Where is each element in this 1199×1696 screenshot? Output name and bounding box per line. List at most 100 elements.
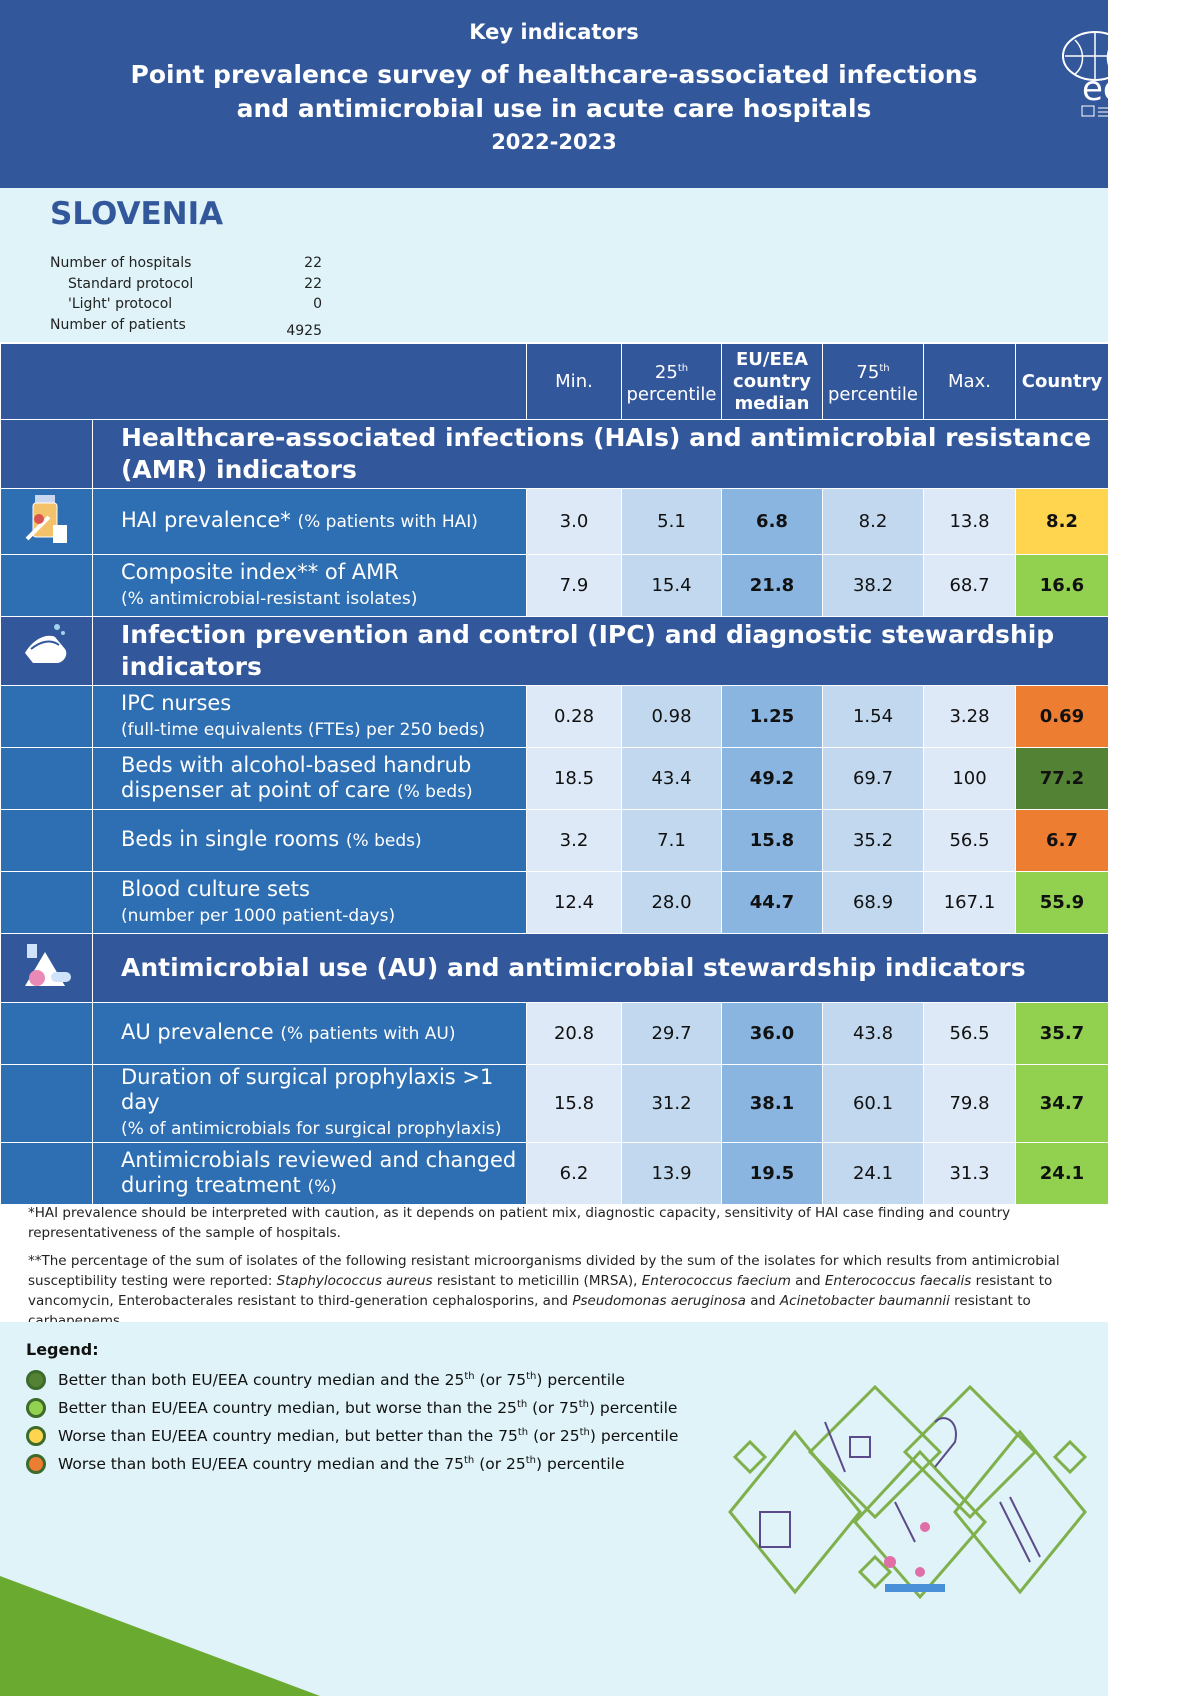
median-l2: country xyxy=(733,370,811,392)
country-value-cell: 6.7 xyxy=(1015,809,1109,872)
value-cell: 31.2 xyxy=(621,1064,722,1143)
fn-species: Enterococcus faecalis xyxy=(824,1273,972,1289)
col-max: Max. xyxy=(923,343,1016,420)
value-cell: 29.7 xyxy=(621,1002,722,1065)
title-line-2: and antimicrobial use in acute care hosp… xyxy=(236,94,872,123)
stat-value: 22 xyxy=(304,255,322,271)
median-l3: median xyxy=(734,392,810,414)
indicator-label: Antimicrobials reviewed and changed xyxy=(121,1147,517,1172)
value-cell: 38.2 xyxy=(822,554,924,617)
indicator-unit: (% patients with AU) xyxy=(280,1024,456,1044)
legend-swatch-icon xyxy=(26,1370,46,1390)
value-cell: 18.5 xyxy=(526,747,622,810)
indicator-label: Composite index** of AMR xyxy=(121,559,399,584)
indicator-unit: (number per 1000 patient-days) xyxy=(121,905,396,926)
value-cell: 38.1 xyxy=(721,1064,823,1143)
value-cell: 35.2 xyxy=(822,809,924,872)
icon-cell xyxy=(0,685,93,748)
icon-cell xyxy=(0,1064,93,1143)
indicator-label: Blood culture sets xyxy=(121,876,310,901)
country-value-cell: 16.6 xyxy=(1015,554,1109,617)
indicator-label: IPC nurses xyxy=(121,690,232,715)
p75-label: percentile xyxy=(827,383,919,405)
value-cell: 1.25 xyxy=(721,685,823,748)
indicator-cell: Beds in single rooms (% beds) xyxy=(92,809,527,872)
value-cell: 15.4 xyxy=(621,554,722,617)
value-cell: 1.54 xyxy=(822,685,924,748)
stat-label: Number of patients xyxy=(50,316,186,333)
indicator-label-2: during treatment xyxy=(121,1172,301,1197)
fn-text: resistant to meticillin (MRSA), xyxy=(432,1273,642,1289)
indicator-cell: Blood culture sets (number per 1000 patie… xyxy=(92,871,527,934)
p25-num: 25 xyxy=(654,361,678,383)
country-value-cell: 55.9 xyxy=(1015,871,1109,934)
value-cell: 3.2 xyxy=(526,809,622,872)
indicator-unit: (% beds) xyxy=(396,781,473,802)
kicker: Key indicators xyxy=(469,20,639,44)
health-illustration xyxy=(728,1384,1088,1600)
p25-label: percentile xyxy=(626,383,717,405)
icon-cell xyxy=(0,809,93,872)
green-corner-decoration xyxy=(0,1576,320,1696)
value-cell: 7.1 xyxy=(621,809,722,872)
indicator-label: Beds in single rooms xyxy=(121,827,340,851)
legend-item: Better than both EU/EEA country median a… xyxy=(26,1370,625,1390)
table-row: IPC nurses (full-time equivalents (FTEs) … xyxy=(0,685,1109,748)
indicator-label: Beds with alcohol-based handrub xyxy=(121,752,472,777)
legend-text: Better than both EU/EEA country median a… xyxy=(58,1370,625,1390)
value-cell: 68.7 xyxy=(923,554,1016,617)
indicator-unit: (% of antimicrobials for surgical prophy… xyxy=(121,1119,502,1139)
icon-cell xyxy=(0,747,93,810)
legend-text: Worse than EU/EEA country median, but be… xyxy=(58,1426,679,1446)
fn-text: and xyxy=(790,1273,825,1289)
indicator-label-2: dispenser at point of care xyxy=(121,777,391,802)
section-header: Antimicrobial use (AU) and antimicrobial… xyxy=(0,933,1109,1003)
country-value-cell: 35.7 xyxy=(1015,1002,1109,1065)
section-header: Infection prevention and control (IPC) a… xyxy=(0,616,1109,686)
indicator-unit: (%) xyxy=(307,1176,337,1197)
country-band xyxy=(0,188,1108,342)
table-row: Blood culture sets (number per 1000 patie… xyxy=(0,871,1109,934)
country-value-cell: 24.1 xyxy=(1015,1142,1109,1205)
section-icon-cell xyxy=(0,616,93,686)
header-blank xyxy=(0,343,527,420)
stat-row: 'Light' protocol 0 xyxy=(50,296,322,317)
value-cell: 68.9 xyxy=(822,871,924,934)
medicine-icon xyxy=(17,495,77,554)
indicator-cell: Antimicrobials reviewed and changed durin… xyxy=(92,1142,527,1205)
value-cell: 19.5 xyxy=(721,1142,823,1205)
value-cell: 69.7 xyxy=(822,747,924,810)
legend-swatch-icon xyxy=(26,1398,46,1418)
value-cell: 43.8 xyxy=(822,1002,924,1065)
value-cell: 15.8 xyxy=(526,1064,622,1143)
table-row: Beds in single rooms (% beds) 3.2 7.1 15.8 3… xyxy=(0,809,1109,872)
value-cell: 3.28 xyxy=(923,685,1016,748)
indicator-unit: (% beds) xyxy=(345,831,422,851)
svg-text:ecdc: ecdc xyxy=(1082,69,1162,109)
handwashing-icon xyxy=(17,623,77,684)
table-row: HAI prevalence* (% patients with HAI) 3.0… xyxy=(0,488,1109,555)
stat-label: Standard protocol xyxy=(68,275,194,292)
value-cell: 0.28 xyxy=(526,685,622,748)
legend-text: Worse than both EU/EEA country median an… xyxy=(58,1454,625,1474)
legend: Legend: Better than both EU/EEA country … xyxy=(0,1322,1108,1696)
legend-item: Worse than both EU/EEA country median an… xyxy=(26,1454,625,1474)
fn-species: Staphylococcus aureus xyxy=(276,1273,433,1289)
fn-text: and xyxy=(745,1293,780,1309)
stat-value: 4925 xyxy=(286,322,322,339)
indicator-cell: AU prevalence (% patients with AU) xyxy=(92,1002,527,1065)
value-cell: 21.8 xyxy=(721,554,823,617)
stat-value: 0 xyxy=(313,296,322,312)
legend-text: Better than EU/EEA country median, but w… xyxy=(58,1398,678,1418)
value-cell: 56.5 xyxy=(923,809,1016,872)
footnotes: *HAI prevalence should be interpreted wi… xyxy=(28,1203,1108,1339)
legend-title: Legend: xyxy=(26,1340,99,1359)
fn-species: Enterococcus faecium xyxy=(641,1273,791,1289)
median-l1: EU/EEA xyxy=(735,348,808,370)
value-cell: 13.8 xyxy=(923,488,1016,555)
indicator-label: AU prevalence xyxy=(121,1020,274,1044)
value-cell: 12.4 xyxy=(526,871,622,934)
col-p25: 25th percentile xyxy=(621,343,722,420)
indicator-unit: (% patients with HAI) xyxy=(297,512,478,532)
p25-sup: th xyxy=(677,362,689,374)
